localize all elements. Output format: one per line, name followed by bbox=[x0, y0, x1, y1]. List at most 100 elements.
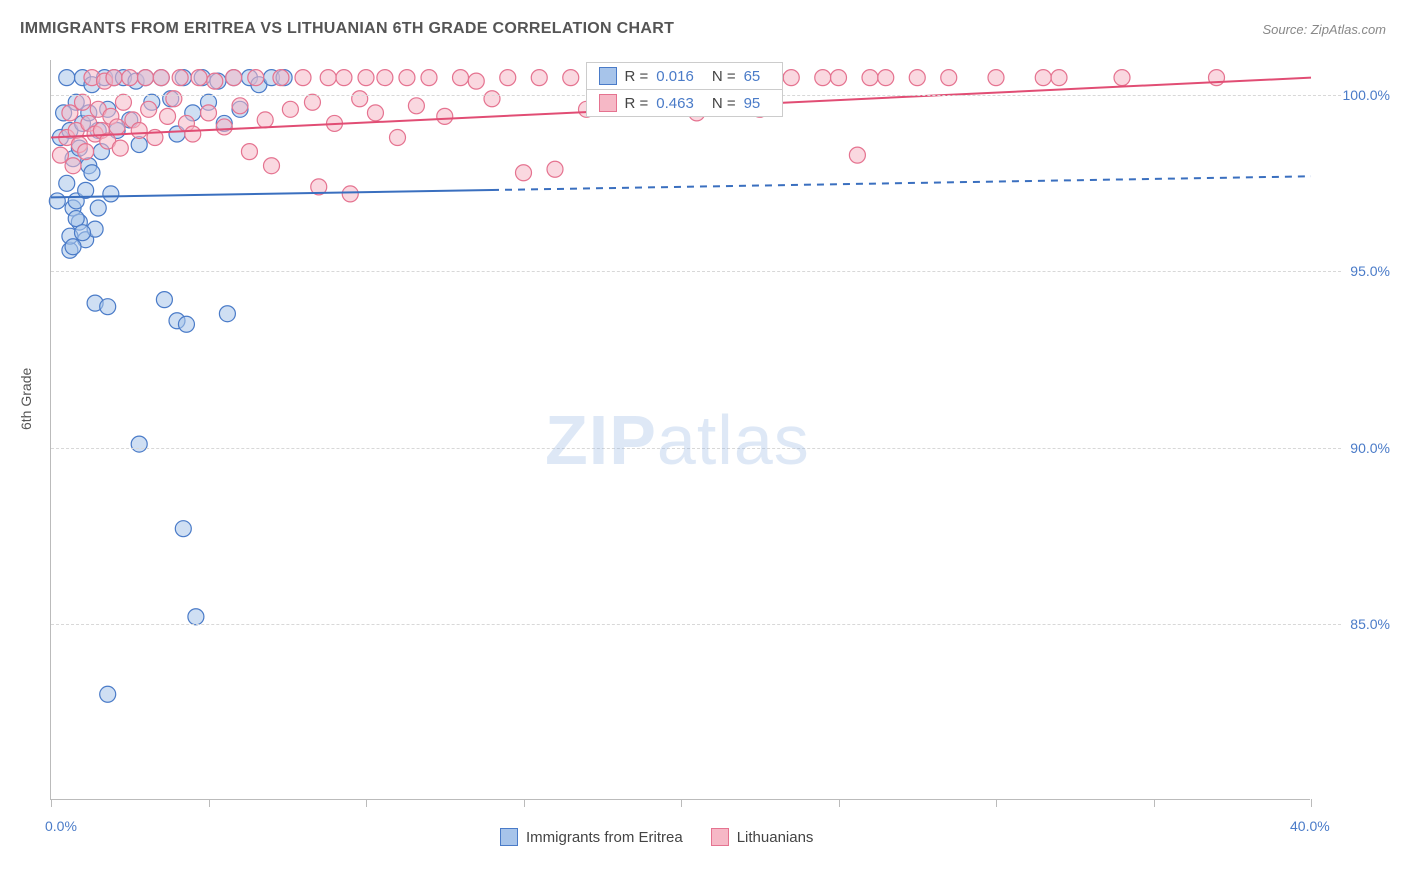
legend-item: Immigrants from Eritrea bbox=[500, 828, 683, 846]
scatter-point bbox=[188, 609, 204, 625]
y-tick-label: 85.0% bbox=[1330, 616, 1390, 632]
legend-swatch bbox=[500, 828, 518, 846]
legend-label: Lithuanians bbox=[737, 829, 814, 846]
scatter-point bbox=[219, 306, 235, 322]
scatter-point bbox=[352, 91, 368, 107]
scatter-point bbox=[408, 98, 424, 114]
scatter-point bbox=[191, 70, 207, 86]
scatter-point bbox=[468, 73, 484, 89]
x-tick bbox=[681, 799, 682, 807]
scatter-point bbox=[1035, 70, 1051, 86]
y-tick-label: 90.0% bbox=[1330, 440, 1390, 456]
legend-item: Lithuanians bbox=[711, 828, 814, 846]
r-value: 0.463 bbox=[656, 95, 694, 112]
scatter-point bbox=[909, 70, 925, 86]
scatter-point bbox=[115, 94, 131, 110]
scatter-point bbox=[264, 158, 280, 174]
x-tick bbox=[209, 799, 210, 807]
scatter-point bbox=[131, 436, 147, 452]
x-tick bbox=[366, 799, 367, 807]
scatter-point bbox=[295, 70, 311, 86]
scatter-point bbox=[75, 94, 91, 110]
scatter-point bbox=[516, 165, 532, 181]
x-tick bbox=[1311, 799, 1312, 807]
scatter-point bbox=[783, 70, 799, 86]
trend-line-dashed bbox=[492, 176, 1311, 190]
scatter-point bbox=[304, 94, 320, 110]
scatter-point bbox=[65, 158, 81, 174]
legend-stats-row: R = 0.463 N = 95 bbox=[587, 90, 783, 116]
legend-stats-row: R =0.016N =65 bbox=[587, 63, 783, 90]
scatter-point bbox=[172, 70, 188, 86]
scatter-point bbox=[500, 70, 516, 86]
scatter-point bbox=[849, 147, 865, 163]
scatter-point bbox=[358, 70, 374, 86]
scatter-point bbox=[49, 193, 65, 209]
x-tick bbox=[996, 799, 997, 807]
scatter-point bbox=[342, 186, 358, 202]
scatter-point bbox=[878, 70, 894, 86]
n-value: 65 bbox=[744, 68, 761, 85]
x-tick bbox=[524, 799, 525, 807]
scatter-point bbox=[153, 70, 169, 86]
scatter-point bbox=[367, 105, 383, 121]
scatter-point bbox=[815, 70, 831, 86]
scatter-point bbox=[862, 70, 878, 86]
plot-area bbox=[50, 60, 1310, 800]
x-tick bbox=[51, 799, 52, 807]
scatter-point bbox=[336, 70, 352, 86]
scatter-point bbox=[547, 161, 563, 177]
scatter-point bbox=[941, 70, 957, 86]
scatter-point bbox=[988, 70, 1004, 86]
legend-label: Immigrants from Eritrea bbox=[526, 829, 683, 846]
scatter-point bbox=[138, 70, 154, 86]
scatter-point bbox=[1051, 70, 1067, 86]
scatter-point bbox=[84, 165, 100, 181]
gridline bbox=[51, 624, 1341, 625]
legend-swatch bbox=[599, 67, 617, 85]
source-label: Source: ZipAtlas.com bbox=[1262, 22, 1386, 37]
scatter-point bbox=[90, 200, 106, 216]
scatter-point bbox=[399, 70, 415, 86]
n-label: N = bbox=[712, 68, 736, 85]
y-tick-label: 100.0% bbox=[1330, 87, 1390, 103]
scatter-point bbox=[103, 186, 119, 202]
legend-swatch bbox=[599, 94, 617, 112]
title-bar: IMMIGRANTS FROM ERITREA VS LITHUANIAN 6T… bbox=[20, 20, 1386, 38]
scatter-point bbox=[100, 299, 116, 315]
n-value: 95 bbox=[744, 95, 761, 112]
scatter-point bbox=[100, 686, 116, 702]
scatter-svg bbox=[51, 60, 1310, 799]
scatter-point bbox=[201, 105, 217, 121]
scatter-point bbox=[185, 126, 201, 142]
scatter-point bbox=[273, 70, 289, 86]
scatter-point bbox=[207, 73, 223, 89]
r-label: R = bbox=[625, 95, 649, 112]
scatter-point bbox=[437, 108, 453, 124]
scatter-point bbox=[216, 119, 232, 135]
scatter-point bbox=[178, 316, 194, 332]
gridline bbox=[51, 448, 1341, 449]
scatter-point bbox=[1114, 70, 1130, 86]
legend-bottom: Immigrants from Eritrea Lithuanians bbox=[500, 828, 813, 846]
scatter-point bbox=[160, 108, 176, 124]
scatter-point bbox=[563, 70, 579, 86]
scatter-point bbox=[122, 70, 138, 86]
scatter-point bbox=[175, 521, 191, 537]
scatter-point bbox=[257, 112, 273, 128]
scatter-point bbox=[106, 70, 122, 86]
scatter-point bbox=[484, 91, 500, 107]
gridline bbox=[51, 271, 1341, 272]
scatter-point bbox=[109, 119, 125, 135]
scatter-point bbox=[59, 70, 75, 86]
x-tick-label: 0.0% bbox=[45, 818, 77, 834]
scatter-point bbox=[131, 122, 147, 138]
legend-stats: R =0.016N =65R =0.463N =95 bbox=[586, 62, 784, 117]
scatter-point bbox=[377, 70, 393, 86]
scatter-point bbox=[65, 239, 81, 255]
scatter-point bbox=[166, 91, 182, 107]
n-label: N = bbox=[712, 95, 736, 112]
scatter-point bbox=[421, 70, 437, 86]
scatter-point bbox=[453, 70, 469, 86]
legend-swatch bbox=[711, 828, 729, 846]
